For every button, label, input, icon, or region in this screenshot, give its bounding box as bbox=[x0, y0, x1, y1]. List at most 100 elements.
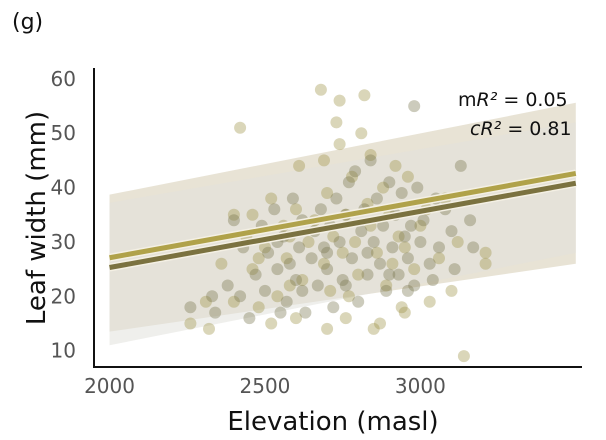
panel-label: (g) bbox=[12, 10, 44, 35]
data-point bbox=[280, 252, 293, 265]
data-point bbox=[380, 279, 393, 292]
regression-line-line_b bbox=[109, 180, 577, 270]
data-point bbox=[252, 252, 265, 265]
data-point bbox=[321, 187, 334, 199]
data-point bbox=[408, 100, 421, 113]
data-point bbox=[290, 274, 302, 286]
data-point bbox=[346, 252, 358, 265]
data-point bbox=[358, 89, 371, 102]
data-point bbox=[321, 246, 334, 259]
data-point bbox=[389, 159, 402, 172]
data-point bbox=[398, 306, 411, 319]
x-axis-title: Elevation (masl) bbox=[227, 407, 438, 437]
tick-labels: 10 20 30 40 50 60 2000 2500 3000 bbox=[51, 67, 446, 398]
data-point bbox=[215, 257, 228, 270]
data-point bbox=[411, 181, 424, 194]
data-point bbox=[330, 116, 343, 129]
data-point bbox=[227, 295, 240, 308]
data-point bbox=[401, 170, 414, 183]
data-point bbox=[327, 301, 340, 314]
data-point bbox=[209, 306, 222, 319]
data-point bbox=[199, 295, 212, 308]
data-point bbox=[318, 257, 330, 270]
data-point bbox=[383, 268, 396, 281]
data-point bbox=[392, 230, 405, 243]
data-point bbox=[414, 219, 427, 232]
data-point bbox=[206, 290, 219, 303]
data-point bbox=[342, 290, 355, 303]
data-point bbox=[321, 322, 334, 335]
data-point bbox=[339, 279, 352, 292]
data-point bbox=[243, 312, 256, 325]
data-point bbox=[327, 230, 340, 243]
data-point bbox=[184, 317, 197, 330]
data-point bbox=[274, 306, 287, 319]
annotation-conditional-r2: cR² = 0.81 bbox=[470, 118, 572, 140]
data-point bbox=[364, 154, 377, 167]
data-point bbox=[479, 257, 492, 270]
data-point bbox=[268, 203, 281, 216]
data-point bbox=[318, 241, 330, 254]
data-point bbox=[311, 279, 324, 292]
data-point bbox=[234, 121, 247, 134]
data-point bbox=[249, 268, 262, 281]
data-point bbox=[293, 241, 306, 254]
data-point bbox=[305, 252, 318, 265]
data-point bbox=[252, 301, 265, 314]
data-point bbox=[246, 263, 259, 276]
data-point bbox=[349, 165, 362, 178]
data-point bbox=[445, 284, 458, 297]
data-point bbox=[367, 236, 380, 248]
data-point bbox=[339, 312, 352, 325]
data-point bbox=[352, 295, 365, 308]
data-point bbox=[333, 236, 346, 248]
data-point bbox=[405, 219, 417, 232]
data-point bbox=[361, 246, 374, 259]
data-point bbox=[286, 192, 299, 205]
y-tick-label: 10 bbox=[51, 339, 76, 363]
data-point bbox=[336, 246, 349, 259]
data-point bbox=[318, 154, 330, 167]
data-point bbox=[342, 176, 355, 189]
data-point bbox=[445, 225, 458, 238]
data-point bbox=[321, 263, 334, 276]
data-point bbox=[314, 203, 327, 216]
data-point bbox=[395, 301, 408, 314]
data-point bbox=[408, 279, 421, 292]
data-point bbox=[346, 170, 358, 183]
data-point bbox=[414, 236, 427, 248]
y-tick-label: 30 bbox=[51, 230, 76, 254]
data-point bbox=[265, 192, 278, 205]
data-point bbox=[324, 284, 337, 297]
data-point bbox=[265, 317, 278, 330]
data-point bbox=[330, 192, 343, 205]
data-point bbox=[392, 268, 405, 281]
y-tick-label: 60 bbox=[51, 67, 76, 91]
data-point bbox=[336, 274, 349, 286]
data-point bbox=[377, 219, 390, 232]
data-point bbox=[271, 290, 284, 303]
data-point bbox=[386, 257, 399, 270]
data-point bbox=[299, 306, 312, 319]
data-point bbox=[293, 159, 306, 172]
data-point bbox=[349, 236, 362, 248]
data-point bbox=[370, 192, 383, 205]
data-point bbox=[367, 322, 380, 335]
data-point bbox=[352, 268, 365, 281]
data-point bbox=[464, 214, 477, 227]
data-point bbox=[283, 257, 296, 270]
data-point bbox=[290, 203, 302, 216]
data-point bbox=[259, 241, 271, 254]
x-tick-label: 3000 bbox=[395, 374, 446, 398]
y-tick-label: 20 bbox=[51, 284, 76, 308]
data-point bbox=[398, 241, 411, 254]
data-point bbox=[374, 317, 386, 330]
data-point bbox=[451, 236, 464, 248]
data-point bbox=[479, 246, 492, 259]
data-point bbox=[370, 246, 383, 259]
data-point bbox=[355, 127, 368, 140]
data-point bbox=[227, 214, 240, 227]
data-point bbox=[386, 241, 399, 254]
data-point bbox=[433, 241, 445, 254]
data-point bbox=[314, 83, 327, 96]
